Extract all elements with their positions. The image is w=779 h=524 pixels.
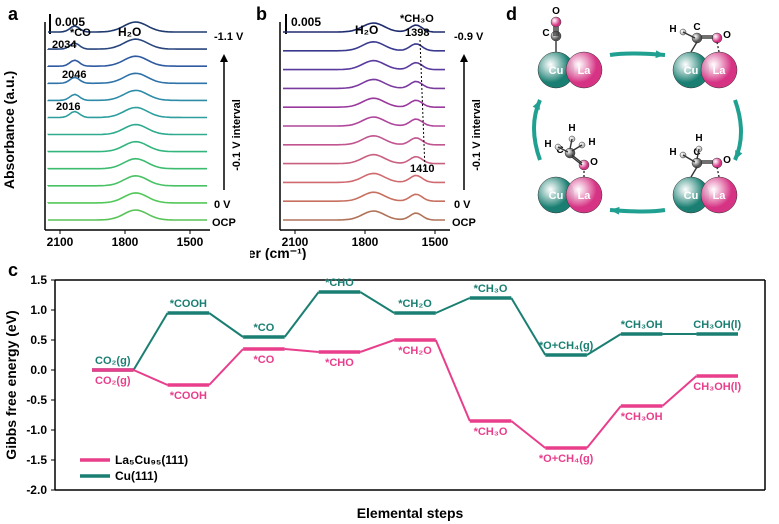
svg-text:*COOH: *COOH <box>170 298 207 310</box>
svg-text:Cu: Cu <box>684 190 699 202</box>
svg-text:-0.5: -0.5 <box>26 393 47 407</box>
svg-text:*CH₂O: *CH₂O <box>398 298 432 310</box>
svg-text:1800: 1800 <box>352 235 379 249</box>
panel-a-svg: 210018001500Absorbance (a.u.)0.005*CO203… <box>0 0 250 260</box>
svg-text:H: H <box>568 123 575 134</box>
svg-text:H₂O: H₂O <box>118 25 141 39</box>
svg-text:1800: 1800 <box>112 235 139 249</box>
svg-text:1.5: 1.5 <box>30 273 47 287</box>
svg-text:-1.5: -1.5 <box>26 453 47 467</box>
panel-a: a 210018001500Absorbance (a.u.)0.005*CO2… <box>0 0 250 260</box>
svg-text:0.005: 0.005 <box>291 15 321 29</box>
svg-text:H: H <box>544 139 551 150</box>
svg-text:CH₃OH(l): CH₃OH(l) <box>693 381 741 393</box>
svg-text:C: C <box>693 22 700 33</box>
svg-text:O: O <box>590 157 598 168</box>
panel-d: d CuLaCOCuLaCHOCuLaCHHOCuLaOCHHH <box>500 0 779 260</box>
svg-text:La₅Cu₉₅(111): La₅Cu₉₅(111) <box>115 453 188 467</box>
svg-text:-0.1 V interval: -0.1 V interval <box>471 99 483 171</box>
svg-text:*CO: *CO <box>70 27 91 39</box>
svg-text:2100: 2100 <box>47 235 74 249</box>
svg-text:*CH₃O: *CH₃O <box>400 13 434 25</box>
svg-text:*CH₂O: *CH₂O <box>398 345 432 357</box>
panel-b: b 2100180015000.005H₂O*CH₃O13981410-0.9 … <box>250 0 500 260</box>
svg-text:C: C <box>542 28 549 39</box>
svg-text:*CHO: *CHO <box>325 357 354 369</box>
svg-text:O: O <box>723 30 731 41</box>
svg-text:1398: 1398 <box>405 27 429 39</box>
svg-text:*CH₃OH: *CH₃OH <box>621 411 663 423</box>
svg-text:OCP: OCP <box>452 217 476 229</box>
svg-text:*O+CH₄(g): *O+CH₄(g) <box>539 340 594 352</box>
svg-text:*CHO: *CHO <box>325 277 354 289</box>
svg-text:*CO: *CO <box>253 322 274 334</box>
svg-text:Gibbs free energy (eV): Gibbs free energy (eV) <box>3 310 19 459</box>
panel-b-svg: 2100180015000.005H₂O*CH₃O13981410-0.9 V0… <box>250 0 500 260</box>
panel-d-svg: CuLaCOCuLaCHOCuLaCHHOCuLaOCHHH <box>500 0 779 260</box>
svg-text:*CH₃O: *CH₃O <box>474 283 508 295</box>
svg-text:Cu: Cu <box>684 65 699 77</box>
panel-c-svg: 1.5 1.0 0.5 0.0 -0.5 -1.0 -1.5 -2.0 Gibbs free e… <box>0 260 779 524</box>
svg-text:-2.0: -2.0 <box>26 483 47 497</box>
svg-text:0.5: 0.5 <box>30 333 47 347</box>
svg-text:*CH₃OH: *CH₃OH <box>621 319 663 331</box>
svg-text:La: La <box>578 190 592 202</box>
svg-text:0 V: 0 V <box>454 199 471 211</box>
svg-text:1.0: 1.0 <box>30 303 47 317</box>
svg-text:OCP: OCP <box>212 217 236 229</box>
svg-text:2046: 2046 <box>62 69 86 81</box>
svg-text:H: H <box>669 24 676 35</box>
svg-text:Cu(111): Cu(111) <box>115 469 158 483</box>
svg-text:0 V: 0 V <box>214 199 231 211</box>
svg-text:*O+CH₄(g): *O+CH₄(g) <box>539 453 594 465</box>
svg-text:La: La <box>578 65 592 77</box>
svg-text:O: O <box>552 6 560 17</box>
svg-text:*CH₃O: *CH₃O <box>474 426 508 438</box>
svg-text:*CO: *CO <box>253 354 274 366</box>
svg-text:-0.1 V interval: -0.1 V interval <box>231 99 243 171</box>
svg-text:CH₃OH(l): CH₃OH(l) <box>693 319 741 331</box>
svg-text:1410: 1410 <box>410 163 434 175</box>
svg-text:Wavenumber (cm⁻¹): Wavenumber (cm⁻¹) <box>250 245 306 260</box>
svg-text:-1.1 V: -1.1 V <box>214 31 244 43</box>
svg-text:*COOH: *COOH <box>170 390 207 402</box>
svg-text:1500: 1500 <box>422 235 449 249</box>
svg-text:CO₂(g): CO₂(g) <box>95 375 131 387</box>
svg-text:Cu: Cu <box>549 65 564 77</box>
svg-text:2034: 2034 <box>52 39 77 51</box>
svg-text:Elemental steps: Elemental steps <box>357 505 464 521</box>
svg-text:H: H <box>588 137 595 148</box>
svg-text:La: La <box>713 65 727 77</box>
svg-text:H₂O: H₂O <box>355 23 378 37</box>
svg-text:H: H <box>669 147 676 158</box>
svg-text:Absorbance (a.u.): Absorbance (a.u.) <box>1 71 17 189</box>
svg-text:CO₂(g): CO₂(g) <box>95 355 131 367</box>
panel-c: c 1.51.00.50.0-0.5-1.0-1.5-2.0Gibbs free… <box>0 260 779 524</box>
svg-text:La: La <box>713 190 727 202</box>
svg-text:-1.0: -1.0 <box>26 423 47 437</box>
svg-text:Cu: Cu <box>549 190 564 202</box>
svg-text:0.0: 0.0 <box>30 363 47 377</box>
svg-text:O: O <box>723 155 731 166</box>
svg-text:-0.9 V: -0.9 V <box>454 31 484 43</box>
svg-text:2016: 2016 <box>56 101 80 113</box>
svg-text:1500: 1500 <box>177 235 204 249</box>
svg-text:H: H <box>695 133 702 144</box>
